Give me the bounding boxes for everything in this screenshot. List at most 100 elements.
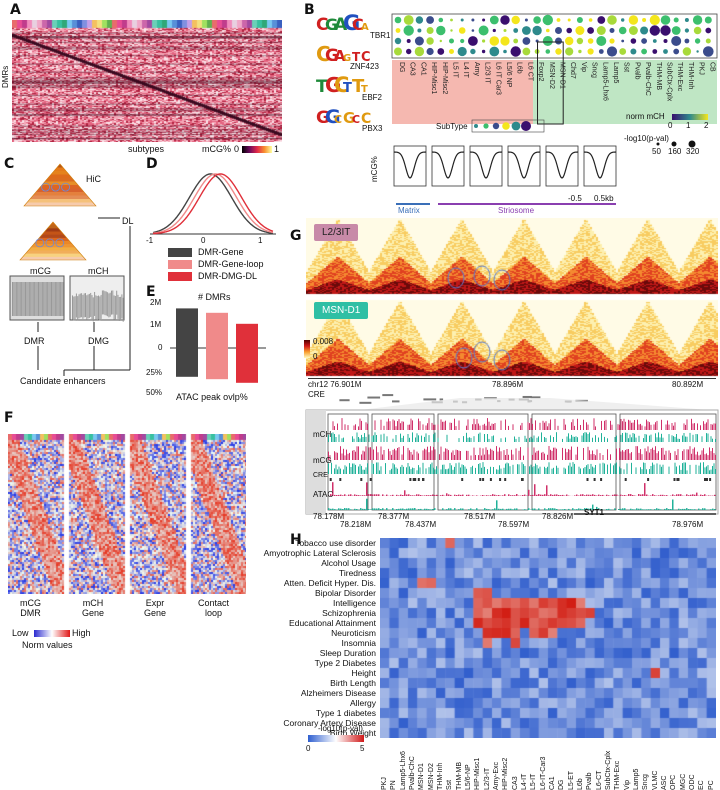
trait-label: Amyotrophic Lateral Sclerosis — [264, 548, 376, 558]
trait-label: Neuroticism — [331, 628, 376, 638]
profile-box — [394, 146, 426, 186]
motif-dot — [630, 49, 636, 55]
panel-h-heatmap — [380, 538, 716, 738]
motif-dot — [436, 26, 445, 35]
e-tick-25: 25% — [146, 368, 162, 377]
motif-dot — [577, 38, 583, 44]
celltype-label: Sst — [623, 62, 630, 72]
celltype-label: Lamp5 — [612, 62, 619, 84]
motif-dot — [589, 18, 593, 22]
motif-dot — [674, 18, 679, 23]
panel-a-colorbar — [242, 146, 272, 153]
profile-box — [546, 146, 578, 186]
motif-dot — [557, 18, 561, 22]
motif-dot — [661, 15, 671, 25]
f-colorbar — [34, 630, 70, 637]
motif-dot — [588, 38, 594, 44]
motif-dot — [449, 39, 454, 44]
g-chrom-tick-left: chr12 76.901M — [308, 380, 361, 389]
panel-a-heatmap — [12, 20, 282, 142]
legend-swatch-dmr-gene — [168, 248, 192, 257]
motif-dot — [504, 29, 507, 32]
celltype-axis-label: Pvalb — [586, 772, 593, 790]
g-genome-tracks — [306, 410, 718, 522]
motif-dot — [394, 48, 402, 56]
motif-dot — [426, 16, 434, 24]
motif-label-znf423: ZNF423 — [350, 62, 379, 71]
motif-dot — [426, 37, 433, 44]
motif-dot — [437, 48, 444, 55]
g-chrom-tick-mid: 78.896M — [492, 380, 523, 389]
g-cre-track — [330, 392, 710, 412]
motif-dot — [546, 29, 550, 33]
celltype-axis-label: OPC — [670, 775, 677, 790]
celltype-axis-label: MSN-D1 — [418, 763, 425, 790]
motif-dot — [685, 18, 689, 22]
motif-dot — [490, 16, 499, 25]
trait-label: Intelligence — [333, 598, 376, 608]
motif-dot — [621, 40, 624, 43]
norm-tick-0: 0 — [668, 121, 672, 130]
norm-tick-1: 1 — [686, 121, 690, 130]
motif-dot — [693, 15, 702, 24]
celltype-axis-label: DG — [558, 780, 565, 790]
celltype-axis-label: HIP-Misc1 — [474, 758, 481, 790]
celltype-axis-label: L5/6-NP — [465, 764, 472, 790]
tag-msn-d1: MSN-D1 — [314, 302, 368, 319]
profile-tick-left: -0.5 — [568, 194, 582, 203]
celltype-label: Vip — [580, 62, 587, 72]
motif-dot — [470, 49, 475, 54]
motif-dot — [546, 49, 551, 54]
motif-dot — [543, 36, 553, 46]
celltype-axis-label: PKJ — [381, 777, 388, 790]
celltype-axis-label: Amy-Exc — [493, 762, 500, 790]
trait-label: Allergy — [350, 698, 376, 708]
striosome-label: Striosome — [498, 206, 534, 215]
motif-dot — [673, 49, 679, 55]
motif-dot — [705, 28, 711, 34]
motif-dot — [660, 25, 670, 35]
celltype-label: MSN-D2 — [548, 62, 555, 89]
celltype-axis-label: L6-CT — [596, 771, 603, 790]
e-bar-count — [236, 324, 258, 348]
motif-dot — [439, 18, 444, 23]
h-cbar-max: 5 — [360, 744, 364, 753]
h-cbar-label: -log10(p-val) — [318, 724, 363, 733]
striosome-bar — [438, 203, 616, 205]
dl-label: DL — [122, 216, 134, 226]
celltype-axis-label: THM-Inh — [437, 763, 444, 790]
subtype-dot — [483, 123, 488, 128]
motif-dot — [406, 49, 411, 54]
legend-dmr-gene-loop: DMR-Gene-loop — [198, 259, 264, 269]
celltype-label: L4 IT — [462, 62, 469, 79]
legend-dmr-dmg-dl: DMR-DMG-DL — [198, 271, 257, 281]
cre-block — [339, 399, 349, 401]
motif-dot — [619, 48, 626, 55]
panel-e-xlabel: ATAC peak ovlp% — [176, 392, 248, 402]
celltype-label: L6 IT Car3 — [494, 62, 501, 95]
g-scale-max: 0.008 — [313, 337, 333, 346]
panel-letter-g: G — [290, 228, 302, 244]
celltype-label: Pvalb — [633, 62, 640, 80]
zoom-tick-4: 78.437M — [405, 520, 436, 529]
motif-dot — [695, 38, 700, 43]
trait-label: Schizophrenia — [322, 608, 376, 618]
motif-dot — [490, 36, 500, 46]
cre-block — [523, 396, 532, 398]
motif-dot — [640, 27, 648, 35]
celltype-axis-label: L2/3-IT — [484, 768, 491, 790]
gene-label-syt1: SYT1 — [584, 508, 604, 517]
motif-dot — [685, 39, 690, 44]
e-bar-atac — [206, 348, 228, 379]
motif-dot — [642, 18, 646, 22]
subtype-dot — [502, 122, 510, 130]
panel-d-density — [150, 164, 276, 240]
g-axis-line — [308, 378, 716, 379]
celltype-label: SubCtx-Cplx — [666, 62, 673, 102]
motif-dot — [396, 28, 401, 33]
trait-label: Type 2 Diabetes — [315, 658, 376, 668]
e-tick-0: 0 — [158, 343, 162, 352]
zoom-tick-6: 78.597M — [498, 520, 529, 529]
panel-a-xlabel: subtypes — [128, 144, 164, 154]
motif-dot — [609, 38, 614, 43]
